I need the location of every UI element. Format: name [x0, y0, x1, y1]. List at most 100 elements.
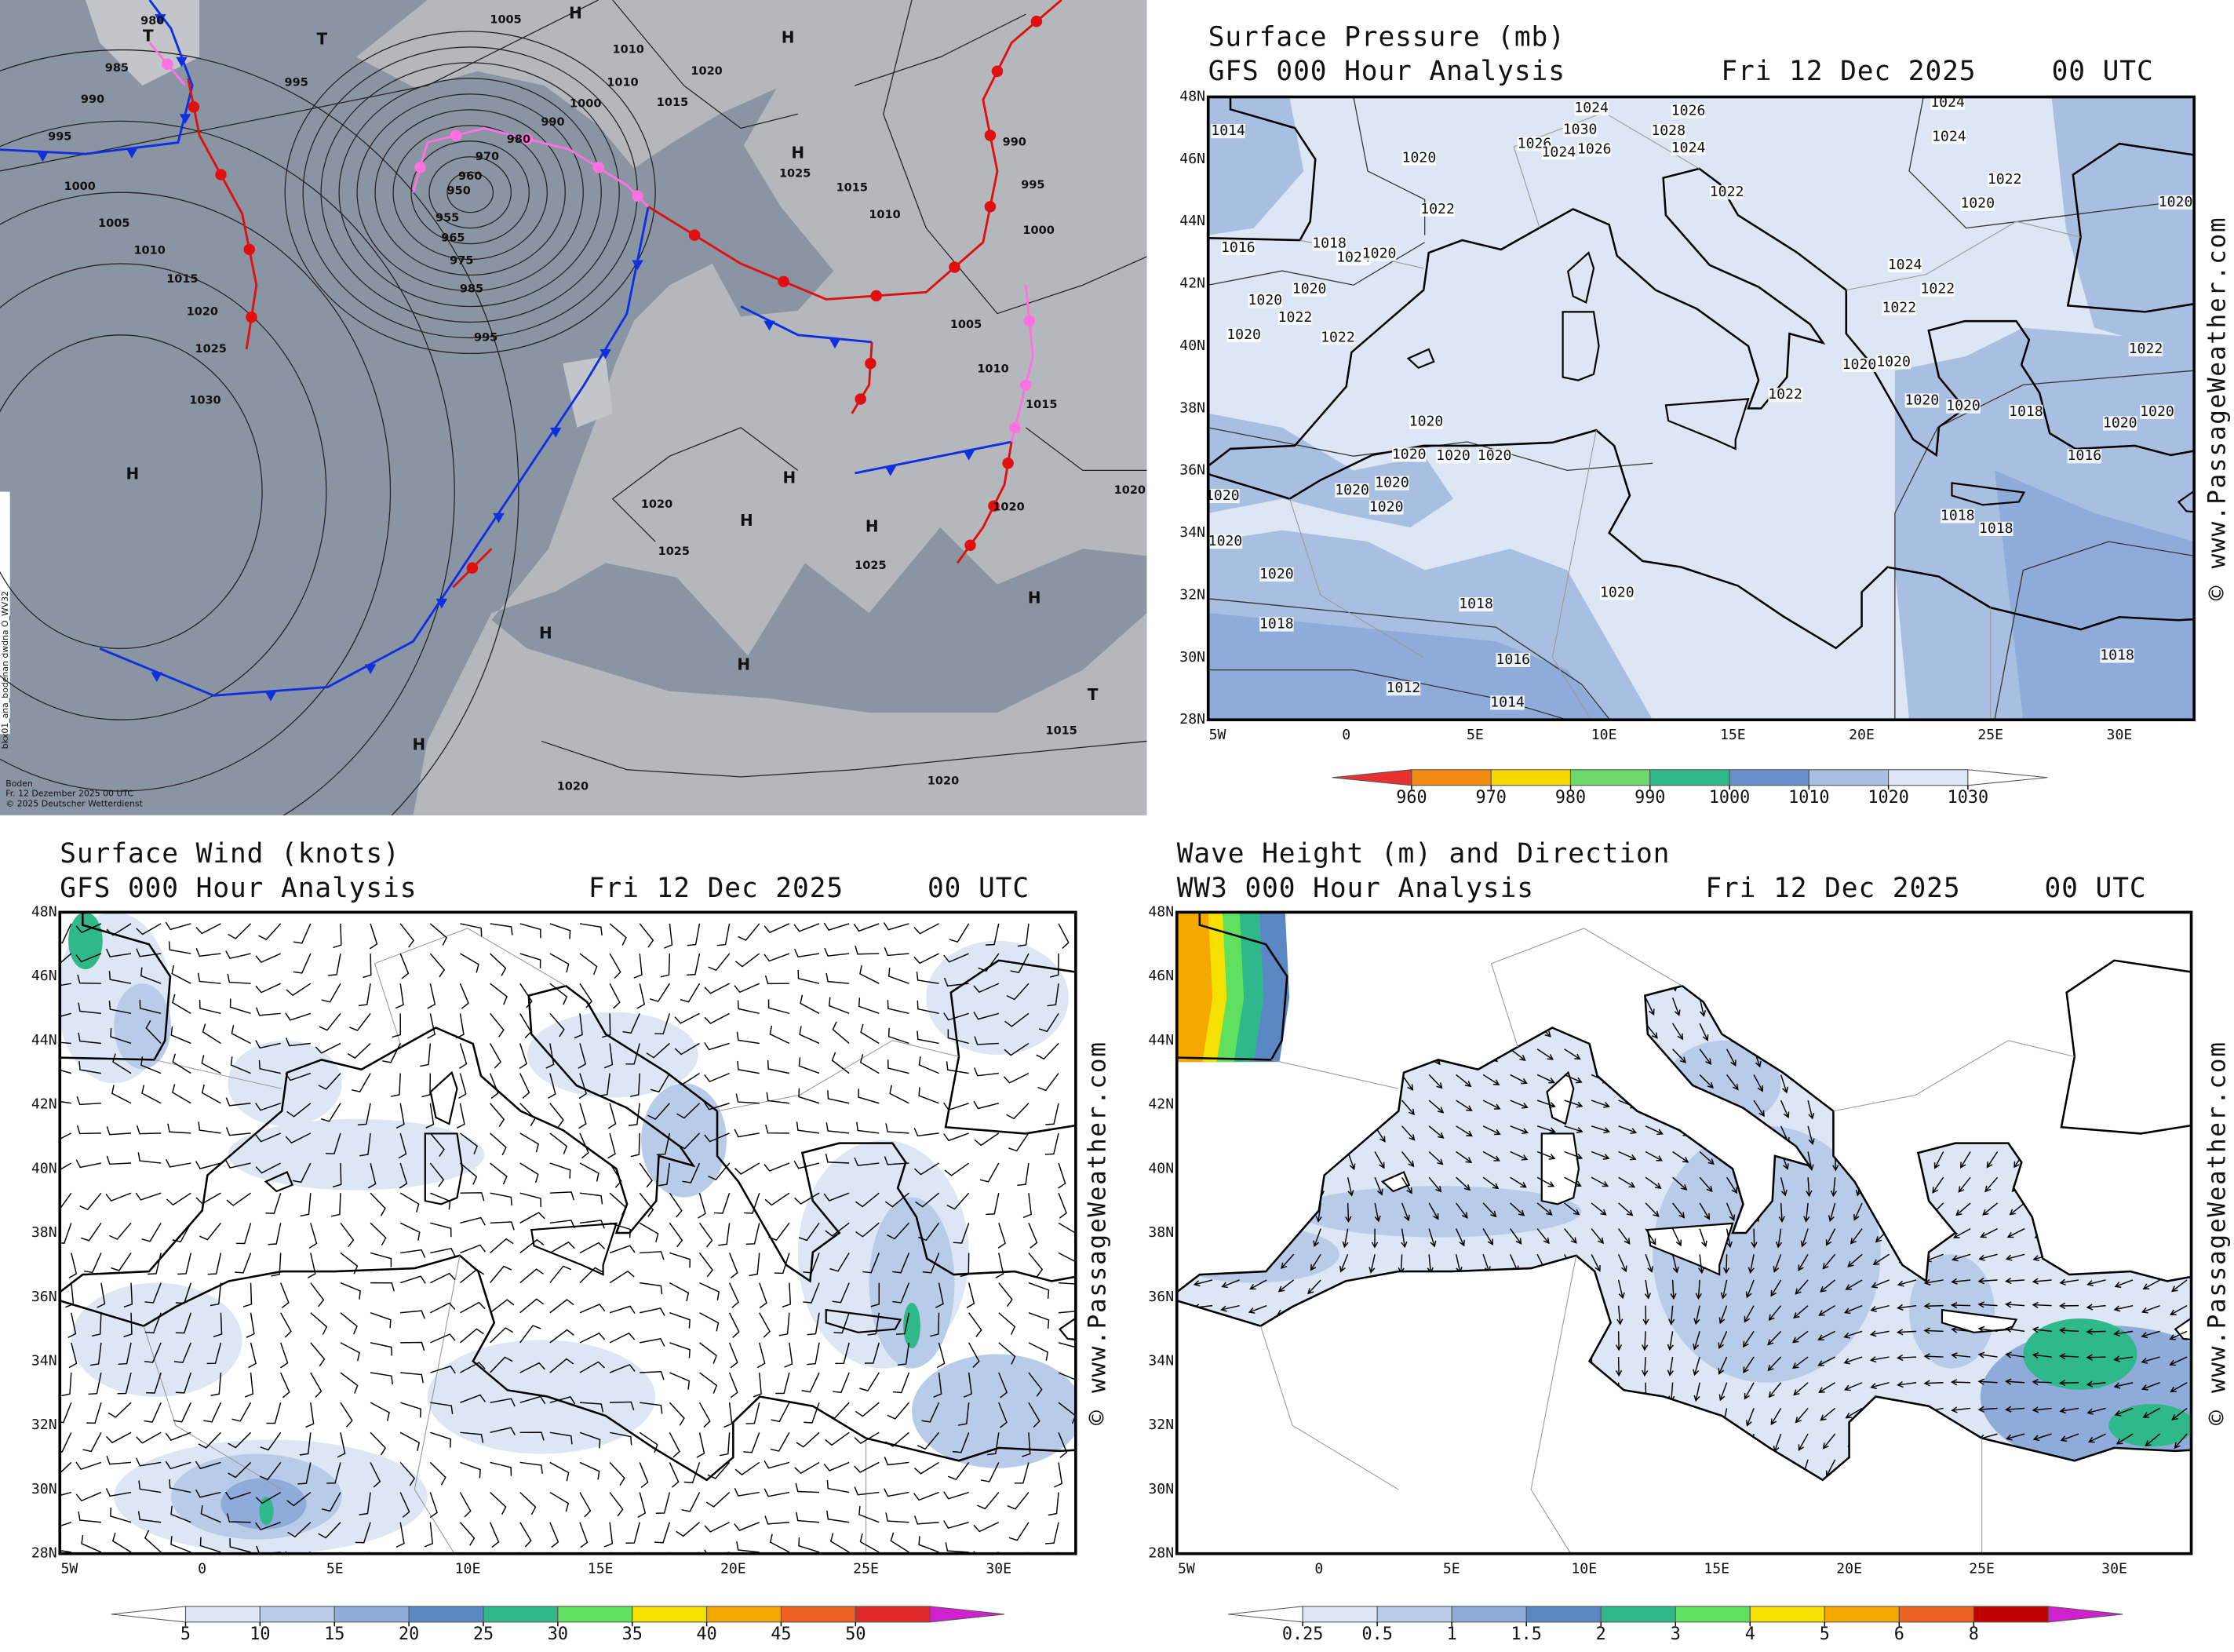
wind-barb [170, 1505, 191, 1523]
wind-barb [351, 1073, 371, 1093]
wind-barb [195, 948, 221, 957]
wave-arrow [1699, 1023, 1709, 1041]
isobar-label: 970 [476, 151, 499, 163]
wind-barb [763, 1460, 790, 1469]
wind-barb [455, 1013, 465, 1039]
wind-barb [827, 1090, 850, 1104]
colorbar-segment [1898, 1606, 1974, 1623]
contour-label-bg [1477, 449, 1512, 464]
wind-barb [858, 997, 880, 1015]
wind-shade [903, 1303, 920, 1349]
wind-barb [943, 953, 969, 963]
contour-label: 1014 [1211, 122, 1245, 139]
contour-label-bg [1248, 294, 1283, 308]
contour-label-bg [1930, 97, 1965, 110]
wind-barb [579, 1492, 592, 1518]
wind-barb [549, 1132, 568, 1154]
colorbar-label: 30 [548, 1625, 568, 1644]
wind-barb [460, 923, 483, 937]
wind-barb [918, 1056, 939, 1074]
contour-label: 1020 [1960, 195, 1995, 212]
wind-barb [793, 923, 820, 932]
wind-barb [195, 923, 221, 935]
wave-arrow [1977, 1326, 1998, 1333]
wind-barb [699, 1372, 718, 1394]
wind-barb [1058, 1252, 1076, 1271]
isobar-label: 995 [48, 130, 71, 143]
wind-barb [60, 1100, 71, 1104]
lat-label: 40N [1179, 337, 1205, 354]
wave-arrow [1822, 1433, 1836, 1450]
wind-barb [148, 1253, 162, 1275]
wind-barb [728, 1372, 738, 1399]
wind-barb [736, 1541, 760, 1553]
wind-barb [78, 1002, 101, 1015]
wave-arrow [2032, 1326, 2052, 1333]
lat-label: 40N [1148, 1160, 1174, 1176]
wind-barb [734, 983, 760, 994]
wind-barb [549, 1552, 552, 1554]
wind-barb [286, 983, 312, 997]
wind-barb [370, 1282, 395, 1292]
isobar-label: 1020 [557, 781, 589, 793]
wind-barb [228, 923, 252, 939]
wave-arrow [2032, 1378, 2052, 1386]
wind-barb [60, 1012, 71, 1017]
wave-arrow [1952, 1253, 1971, 1262]
wind-barb [1038, 1012, 1059, 1033]
pressure-center: H [866, 516, 879, 535]
colorbar-segment [632, 1606, 708, 1623]
wind-barb [225, 1160, 251, 1169]
contour-label: 1020 [1392, 446, 1427, 462]
wind-barb [793, 1160, 820, 1169]
contour-label-bg [2102, 416, 2137, 431]
wind-barb [144, 1342, 162, 1363]
wind-barb [458, 1073, 467, 1100]
wind-barb [460, 1132, 478, 1154]
wave-arrow [1869, 1330, 1890, 1337]
wind-barb [1028, 1282, 1050, 1299]
wind-barb [490, 1103, 505, 1127]
isobar-label: 1000 [570, 98, 601, 111]
wind-barb [519, 1268, 544, 1284]
synoptic-chart: 980 985 990 995 1000 1005 1010 1015 1020 1025 1030… [0, 0, 1147, 815]
wind-barb [359, 1492, 371, 1515]
front-symbol [215, 169, 227, 181]
lon-label: 5E [1443, 1561, 1460, 1577]
coast [1176, 912, 1288, 1061]
wind-barb [704, 1012, 730, 1024]
wind-barb [913, 1491, 939, 1501]
wind-barb [489, 1522, 500, 1548]
lon-label: 0 [1342, 727, 1350, 743]
wind-barb [167, 1123, 191, 1134]
map-date: Fri 12 Dec 2025 [589, 873, 844, 904]
isobar [374, 109, 566, 276]
wind-barb [490, 1492, 507, 1515]
wind-barb [136, 948, 162, 957]
wave-arrow [1977, 1351, 1998, 1358]
wind-barb [259, 1462, 282, 1481]
wind-barb [917, 1030, 939, 1045]
front-symbol [264, 691, 277, 702]
wind-barb [704, 1522, 730, 1533]
wind-barb [382, 1043, 401, 1063]
wind-barb [649, 983, 670, 1002]
wind-barb [640, 1282, 663, 1295]
wave-arrow [1923, 1278, 1944, 1286]
wave-arrow [1456, 1176, 1471, 1191]
wave-arrow [2169, 1330, 2188, 1340]
wave-arrow [1843, 1304, 1863, 1315]
wind-barb [111, 1253, 132, 1271]
pressure-band [2051, 97, 2195, 357]
wind-barb [1006, 1103, 1030, 1120]
contour-label-bg [1541, 145, 1576, 160]
colorbar-label: 970 [1476, 788, 1507, 808]
wave-arrow [1536, 1176, 1555, 1187]
contour-label-bg [1226, 327, 1261, 342]
front-symbol [364, 664, 377, 675]
wind-barb [704, 1041, 730, 1051]
wave-arrow [1977, 1406, 1998, 1413]
wind-barb [310, 1282, 325, 1307]
wind-barb [110, 1507, 132, 1523]
wind-barb [549, 1461, 570, 1482]
